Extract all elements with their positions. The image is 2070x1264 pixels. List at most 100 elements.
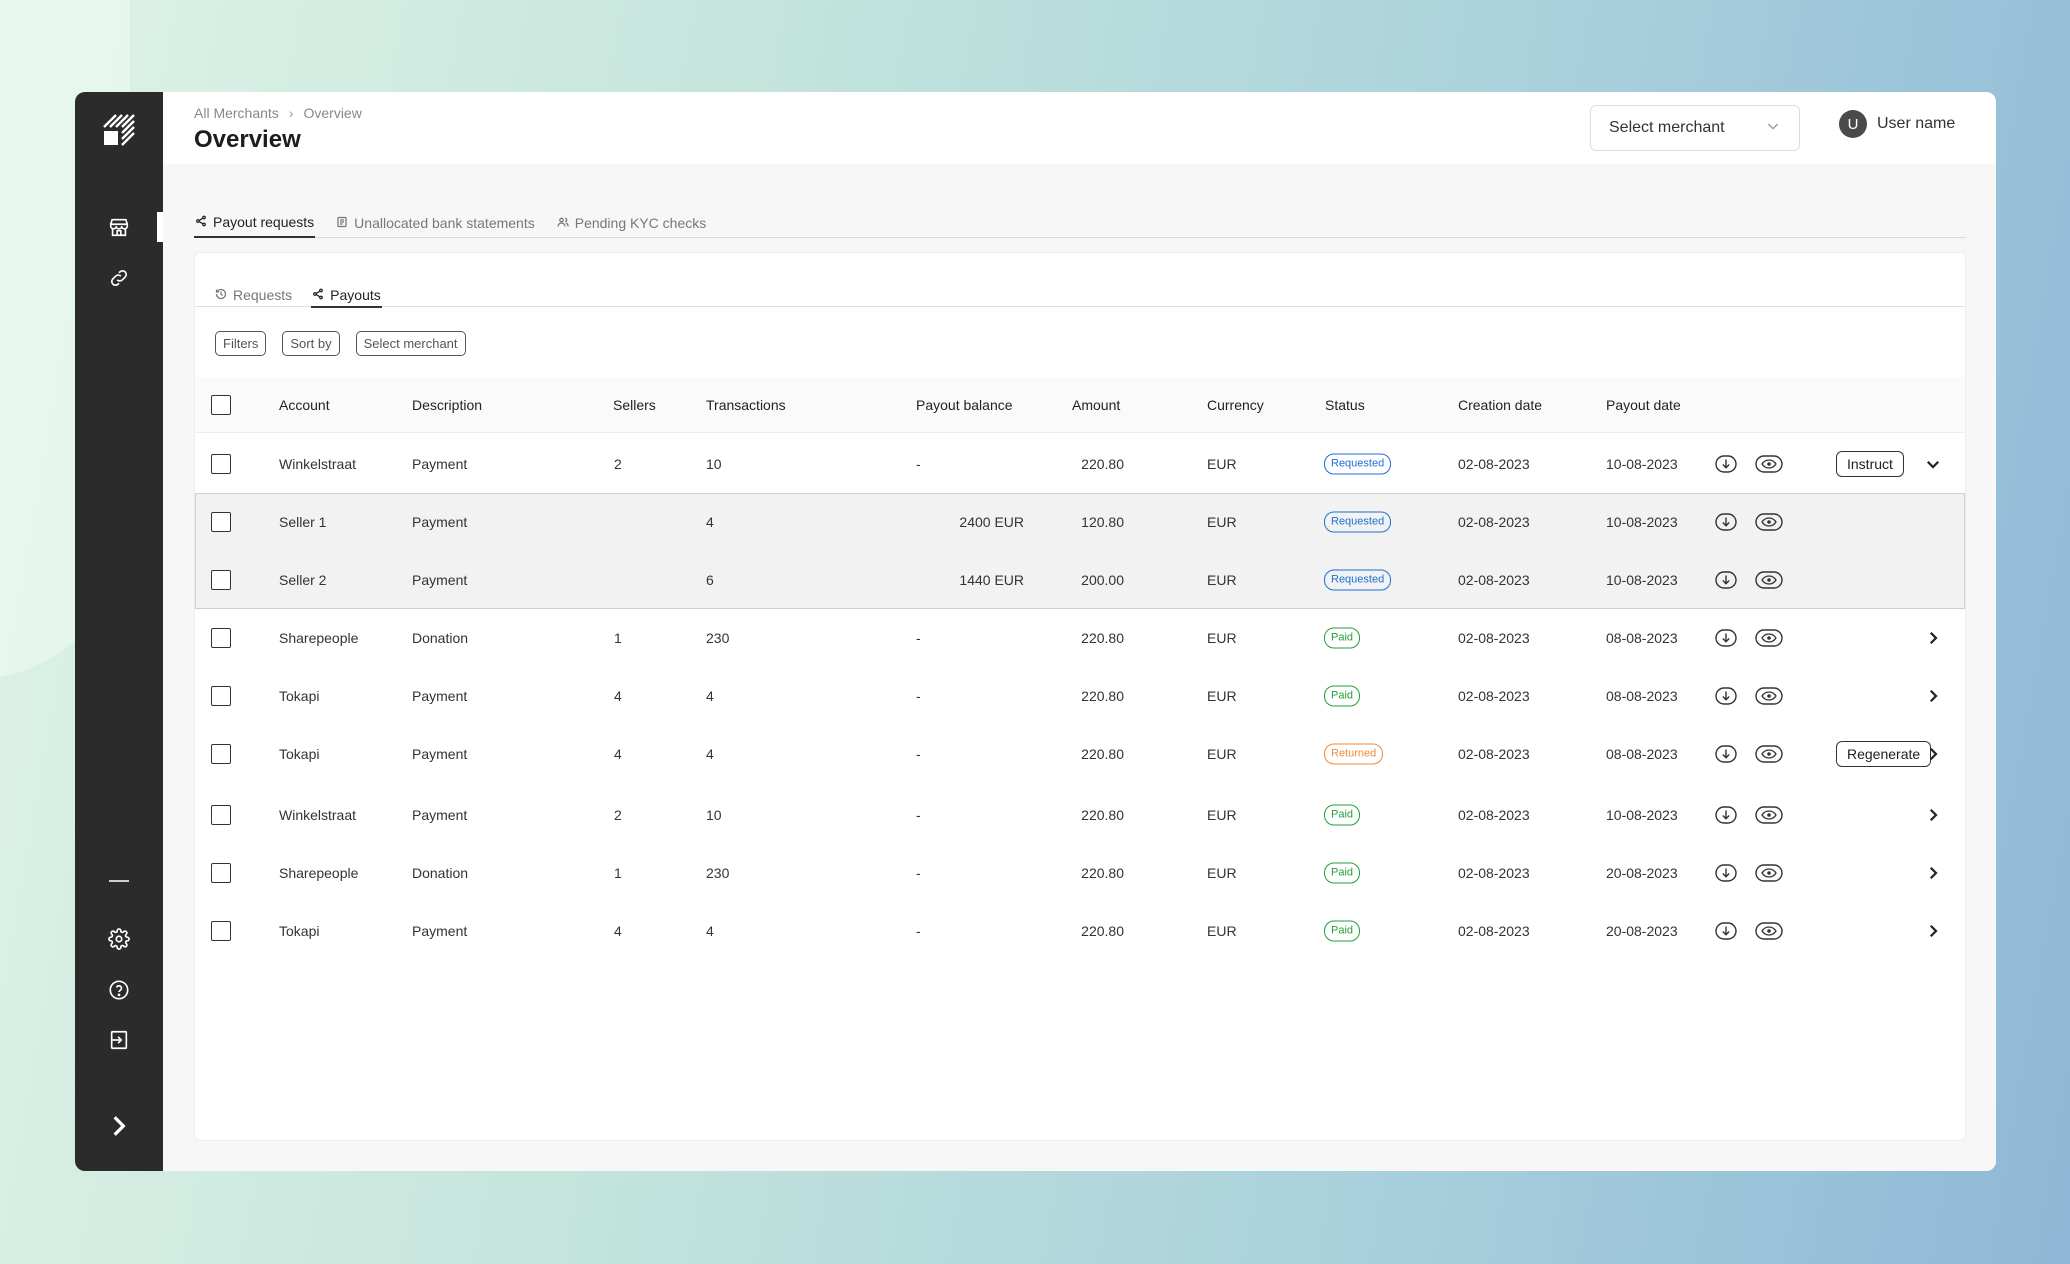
row-checkbox[interactable] bbox=[211, 570, 231, 590]
row-sellers: 1 bbox=[614, 630, 622, 646]
chevron-right-icon: › bbox=[288, 105, 294, 121]
row-checkbox[interactable] bbox=[211, 921, 231, 941]
table-row[interactable]: Tokapi Payment 4 4 - EUR 02-08-2023 08-08-2023 2… bbox=[195, 725, 1965, 783]
logo-icon[interactable] bbox=[101, 112, 137, 148]
row-checkbox[interactable] bbox=[211, 454, 231, 474]
row-checkbox[interactable] bbox=[211, 512, 231, 532]
column-sellers[interactable]: Sellers bbox=[613, 396, 656, 413]
download-icon[interactable] bbox=[1715, 806, 1737, 824]
tab-pending-kyc-checks[interactable]: Pending KYC checks bbox=[556, 208, 708, 237]
row-status: Paid bbox=[1324, 685, 1361, 707]
chevron-right-icon[interactable] bbox=[1924, 687, 1942, 705]
eye-icon[interactable] bbox=[1755, 922, 1783, 940]
regenerate-button[interactable]: Regenerate bbox=[1836, 741, 1932, 767]
help-icon[interactable] bbox=[101, 972, 137, 1008]
row-checkbox[interactable] bbox=[211, 863, 231, 883]
sort-by-button[interactable]: Sort by bbox=[282, 331, 340, 356]
column-currency[interactable]: Currency bbox=[1207, 396, 1264, 413]
row-checkbox[interactable] bbox=[211, 744, 231, 764]
table-row[interactable]: Sharepeople Donation 1 230 - EUR 02-08-2023 20-… bbox=[195, 844, 1965, 902]
download-icon[interactable] bbox=[1715, 922, 1737, 940]
eye-icon[interactable] bbox=[1755, 629, 1783, 647]
row-description: Payment bbox=[412, 746, 468, 762]
row-currency: EUR bbox=[1207, 688, 1237, 704]
tab-payouts[interactable]: Payouts bbox=[311, 283, 382, 308]
table-row[interactable]: Tokapi Payment 4 4 - EUR 02-08-2023 20-08-2023 2… bbox=[195, 902, 1965, 960]
table-row[interactable]: Winkelstraat Payment 2 10 - EUR 02-08-2023 10-0… bbox=[195, 786, 1965, 844]
breadcrumb-root[interactable]: All Merchants bbox=[194, 105, 279, 121]
row-description: Donation bbox=[412, 630, 469, 646]
table-row[interactable]: Seller 1 Payment 4 2400 EUR EUR 02-08-2023 10-… bbox=[195, 493, 1965, 551]
eye-icon[interactable] bbox=[1755, 455, 1783, 473]
status-badge: Paid bbox=[1324, 862, 1361, 884]
column-payout-balance[interactable]: Payout balance bbox=[916, 396, 1013, 413]
eye-icon[interactable] bbox=[1755, 864, 1783, 882]
eye-icon[interactable] bbox=[1755, 513, 1783, 531]
user-menu[interactable]: U User name bbox=[1839, 110, 1955, 138]
download-icon[interactable] bbox=[1715, 629, 1737, 647]
row-amount: 220.80 bbox=[1081, 456, 1124, 472]
table-row[interactable]: Seller 2 Payment 6 1440 EUR EUR 02-08-2023 10-… bbox=[195, 551, 1965, 609]
chevron-right-icon[interactable] bbox=[1924, 745, 1942, 763]
instruct-button[interactable]: Instruct bbox=[1836, 451, 1904, 477]
download-icon[interactable] bbox=[1715, 571, 1737, 589]
column-payout-date[interactable]: Payout date bbox=[1606, 396, 1681, 413]
tab-payout-requests[interactable]: Payout requests bbox=[194, 208, 316, 238]
eye-icon[interactable] bbox=[1755, 806, 1783, 824]
link-icon[interactable] bbox=[101, 260, 137, 296]
row-creation-date: 02-08-2023 bbox=[1458, 746, 1530, 762]
eye-icon[interactable] bbox=[1755, 745, 1783, 763]
column-amount[interactable]: Amount bbox=[1072, 396, 1121, 413]
select-merchant-filter[interactable]: Select merchant bbox=[355, 331, 466, 356]
select-all-checkbox[interactable] bbox=[211, 394, 231, 415]
eye-icon[interactable] bbox=[1755, 687, 1783, 705]
filters-button[interactable]: Filters bbox=[215, 331, 267, 356]
download-icon[interactable] bbox=[1715, 864, 1737, 882]
chevron-right-icon[interactable] bbox=[1924, 864, 1942, 882]
merchant-select[interactable]: Select merchant bbox=[1590, 105, 1800, 151]
row-transactions: 10 bbox=[706, 456, 722, 472]
chevron-right-icon[interactable] bbox=[1924, 806, 1942, 824]
status-badge: Requested bbox=[1324, 511, 1392, 533]
row-checkbox[interactable] bbox=[211, 686, 231, 706]
store-icon[interactable] bbox=[101, 209, 137, 245]
row-account: Tokapi bbox=[279, 746, 320, 762]
column-description[interactable]: Description bbox=[412, 396, 483, 413]
table-row[interactable]: Winkelstraat Payment 2 10 - EUR 02-08-2023 10-0… bbox=[195, 435, 1965, 493]
row-description: Payment bbox=[412, 514, 468, 530]
share-icon bbox=[195, 214, 207, 230]
expand-sidebar-icon[interactable] bbox=[101, 1108, 137, 1144]
table-row[interactable]: Tokapi Payment 4 4 - EUR 02-08-2023 08-08-2023 2… bbox=[195, 667, 1965, 725]
download-icon[interactable] bbox=[1715, 455, 1737, 473]
eye-icon[interactable] bbox=[1755, 571, 1783, 589]
table-row[interactable]: Sharepeople Donation 1 230 - EUR 02-08-2023 08-… bbox=[195, 609, 1965, 667]
chevron-right-icon[interactable] bbox=[1924, 922, 1942, 940]
status-badge: Returned bbox=[1324, 743, 1384, 765]
chevron-down-icon[interactable] bbox=[1924, 455, 1942, 473]
tab-unallocated-bank-statements[interactable]: Unallocated bank statements bbox=[335, 208, 536, 237]
row-account: Tokapi bbox=[279, 923, 320, 939]
tab-requests[interactable]: Requests bbox=[214, 283, 293, 307]
column-status[interactable]: Status bbox=[1325, 396, 1365, 413]
row-currency: EUR bbox=[1207, 746, 1237, 762]
column-creation-date[interactable]: Creation date bbox=[1458, 396, 1543, 413]
logout-icon[interactable] bbox=[101, 1022, 137, 1058]
gear-icon[interactable] bbox=[101, 921, 137, 957]
row-sellers: 2 bbox=[614, 456, 622, 472]
column-account[interactable]: Account bbox=[279, 396, 330, 413]
row-description: Payment bbox=[412, 456, 468, 472]
row-transactions: 4 bbox=[706, 688, 714, 704]
row-transactions: 4 bbox=[706, 746, 714, 762]
download-icon[interactable] bbox=[1715, 513, 1737, 531]
row-currency: EUR bbox=[1207, 807, 1237, 823]
share-icon bbox=[312, 287, 324, 303]
row-creation-date: 02-08-2023 bbox=[1458, 456, 1530, 472]
header: All Merchants › Overview Overview Select… bbox=[163, 92, 1996, 164]
row-checkbox[interactable] bbox=[211, 805, 231, 825]
download-icon[interactable] bbox=[1715, 687, 1737, 705]
chevron-right-icon[interactable] bbox=[1924, 629, 1942, 647]
download-icon[interactable] bbox=[1715, 745, 1737, 763]
row-creation-date: 02-08-2023 bbox=[1458, 807, 1530, 823]
row-checkbox[interactable] bbox=[211, 628, 231, 648]
column-transactions[interactable]: Transactions bbox=[706, 396, 786, 413]
